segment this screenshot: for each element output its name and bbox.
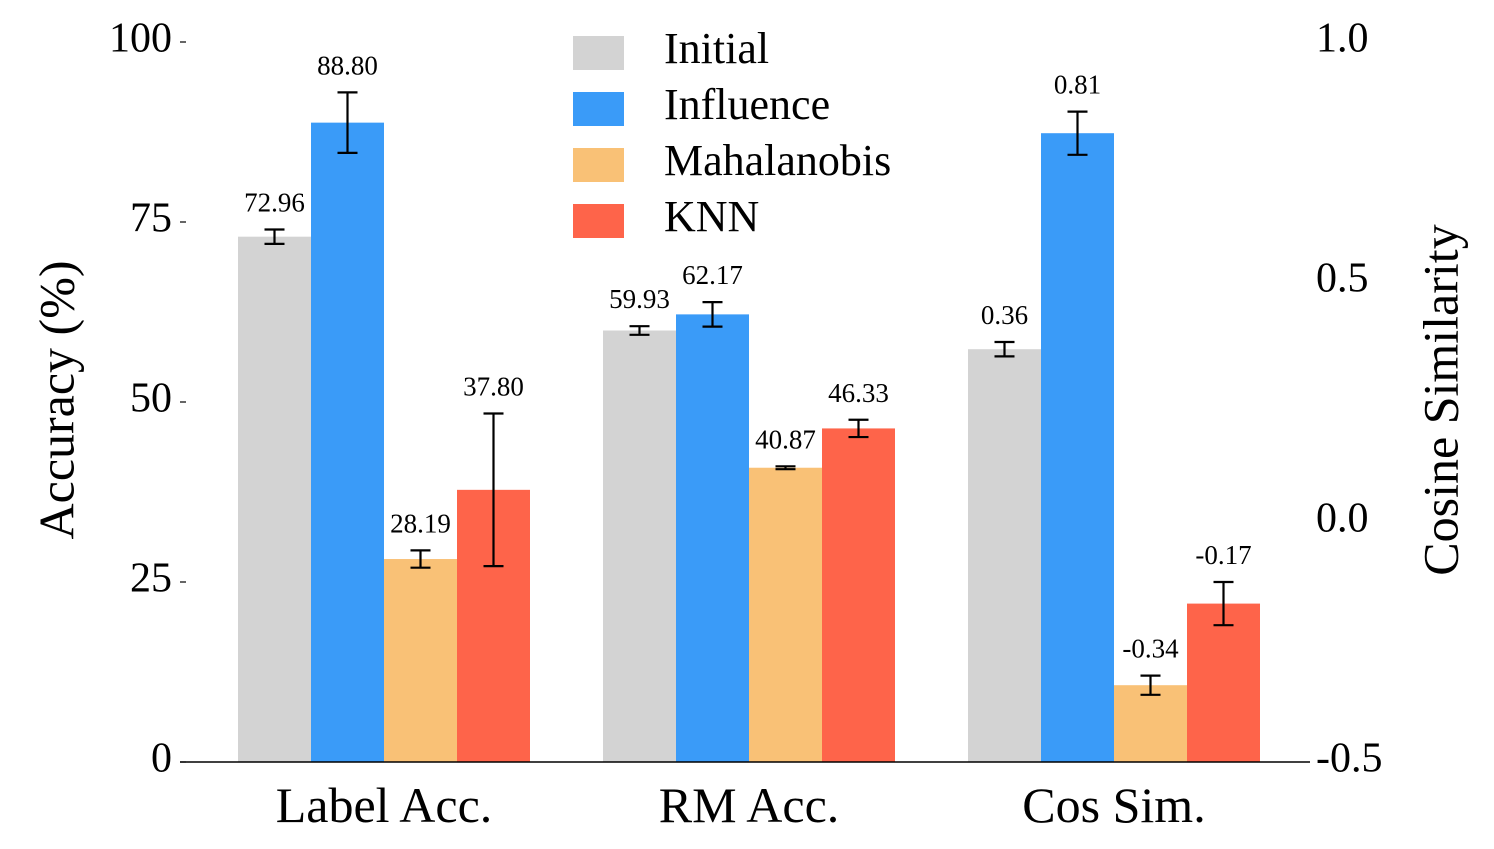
bar-mahalanobis-1 bbox=[384, 559, 457, 762]
left-tick-label: 0 bbox=[151, 736, 172, 782]
legend-label: Initial bbox=[664, 24, 769, 73]
legend: Initial Influence Mahalanobis KNN bbox=[573, 24, 891, 241]
left-tick-label: 25 bbox=[130, 556, 172, 602]
data-label: 40.87 bbox=[755, 424, 816, 454]
category-label: Cos Sim. bbox=[1022, 777, 1205, 833]
left-y-axis: 0 25 50 75 100 bbox=[109, 16, 186, 782]
bar-mahalanobis-2 bbox=[749, 467, 822, 762]
right-tick-label: 1.0 bbox=[1316, 16, 1369, 62]
right-y-axis: -0.5 0.0 0.5 1.0 bbox=[1316, 16, 1383, 782]
left-tick-label: 75 bbox=[130, 196, 172, 242]
left-tick-label: 50 bbox=[130, 376, 172, 422]
bar-initial-3 bbox=[968, 349, 1041, 762]
right-tick-label: 0.0 bbox=[1316, 496, 1369, 542]
data-label: 0.36 bbox=[981, 300, 1028, 330]
legend-label: Influence bbox=[664, 80, 830, 129]
left-tick-label: 100 bbox=[109, 16, 172, 62]
data-label: 46.33 bbox=[828, 378, 889, 408]
bars-layer bbox=[238, 91, 1260, 763]
bar-initial-1 bbox=[238, 236, 311, 763]
data-label: 37.80 bbox=[463, 372, 524, 402]
legend-label: KNN bbox=[664, 192, 759, 241]
data-label: 28.19 bbox=[390, 508, 451, 538]
category-label: Label Acc. bbox=[276, 777, 493, 833]
data-label: -0.34 bbox=[1122, 634, 1179, 664]
x-axis-category-labels: Label Acc. RM Acc. Cos Sim. bbox=[276, 777, 1206, 833]
category-label: RM Acc. bbox=[659, 777, 840, 833]
data-label: 62.17 bbox=[682, 260, 743, 290]
right-tick-label: -0.5 bbox=[1316, 736, 1383, 782]
data-label: -0.17 bbox=[1195, 540, 1251, 570]
legend-swatch-initial bbox=[573, 36, 624, 70]
data-label: 59.93 bbox=[609, 284, 670, 314]
left-axis-title: Accuracy (%) bbox=[28, 261, 84, 540]
legend-swatch-influence bbox=[573, 92, 624, 126]
data-label: 88.80 bbox=[317, 50, 378, 80]
data-label: 0.81 bbox=[1054, 70, 1101, 100]
right-axis-title: Cosine Similarity bbox=[1412, 224, 1468, 575]
legend-swatch-knn bbox=[573, 204, 624, 238]
data-label: 72.96 bbox=[244, 187, 305, 217]
bar-initial-2 bbox=[603, 330, 676, 762]
bar-influence-2 bbox=[676, 314, 749, 762]
bar-influence-3 bbox=[1041, 133, 1114, 762]
data-labels-layer: 72.96 88.80 28.19 37.80 59.93 62.17 40.87 46.33… bbox=[244, 50, 1252, 663]
right-tick-label: 0.5 bbox=[1316, 256, 1369, 302]
bar-influence-1 bbox=[311, 122, 384, 762]
bar-mahalanobis-3 bbox=[1114, 685, 1187, 762]
legend-swatch-mahalanobis bbox=[573, 148, 624, 182]
legend-label: Mahalanobis bbox=[664, 136, 891, 185]
bar-knn-3 bbox=[1187, 603, 1260, 762]
bar-knn-2 bbox=[822, 428, 895, 762]
